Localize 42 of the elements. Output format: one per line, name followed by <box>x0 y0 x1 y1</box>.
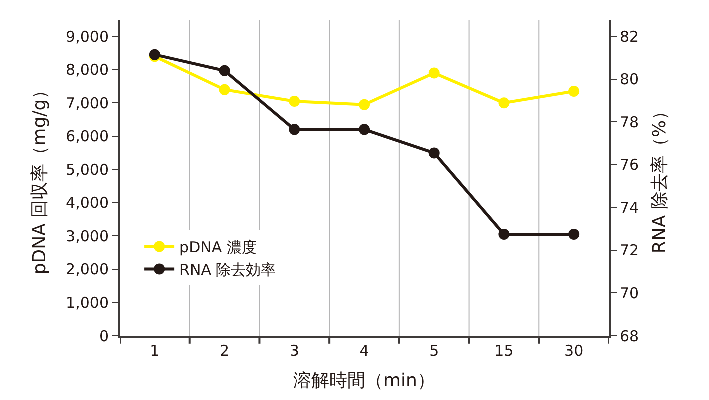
point <box>359 99 370 110</box>
y-tick-label: 3,000 <box>66 227 109 246</box>
point <box>359 124 370 136</box>
y-tick-label: 4,000 <box>66 194 109 212</box>
legend-label: RNA 除去効率 <box>180 261 276 280</box>
x-tick-label: 15 <box>494 342 514 360</box>
y-tick-label: 0 <box>99 327 109 346</box>
point <box>498 98 510 109</box>
x-tick-label: 4 <box>360 342 370 360</box>
y2-axis-title: RNA 除去率（%） <box>650 102 671 254</box>
y-axis-title: pDNA 回収率（mg/g） <box>30 81 51 275</box>
point <box>289 96 300 107</box>
y2-tick-label: 74 <box>620 198 640 217</box>
y2-tick-label: 80 <box>620 70 640 89</box>
x-tick-label: 1 <box>150 342 160 360</box>
point <box>219 65 230 76</box>
y2-tick-label: 68 <box>620 327 640 346</box>
x-tick-label: 3 <box>290 342 300 360</box>
point <box>428 68 440 79</box>
x-axis-title: 溶解時間（min） <box>294 370 436 392</box>
y-tick-label: 8,000 <box>66 61 109 80</box>
y-tick-label: 7,000 <box>66 94 109 112</box>
point <box>568 86 580 98</box>
point <box>289 124 300 136</box>
y-tick-label: 6,000 <box>66 128 109 146</box>
y2-tick-label: 78 <box>620 113 640 132</box>
y-tick-label: 5,000 <box>66 160 109 179</box>
x-tick-label: 30 <box>564 342 584 360</box>
y2-tick-label: 82 <box>620 28 640 46</box>
point <box>568 228 580 240</box>
y2-tick-label: 72 <box>620 242 640 260</box>
y-tick-label: 2,000 <box>66 260 109 279</box>
point <box>219 84 230 96</box>
point <box>498 228 510 240</box>
legend-label: pDNA 濃度 <box>180 238 257 257</box>
y-tick-label: 1,000 <box>66 294 109 312</box>
y2-tick-label: 76 <box>620 156 640 174</box>
x-tick-label: 5 <box>430 342 440 360</box>
y-tick-label: 9,000 <box>66 28 109 46</box>
x-tick-label: 2 <box>220 342 230 360</box>
point <box>428 148 440 159</box>
y2-tick-label: 70 <box>620 284 640 302</box>
